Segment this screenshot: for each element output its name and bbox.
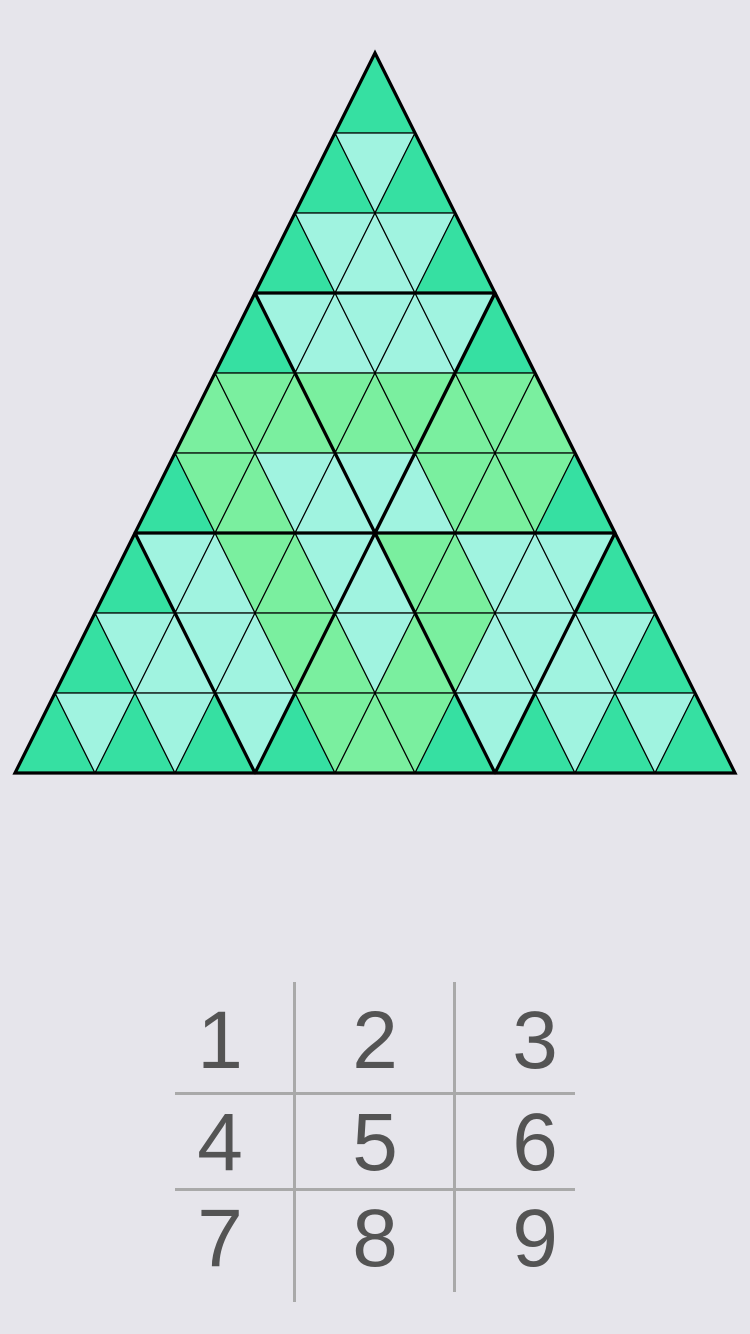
keypad-key-7[interactable]: 7 bbox=[197, 1192, 243, 1284]
region-border bbox=[253, 531, 377, 775]
keypad-key-8[interactable]: 8 bbox=[352, 1192, 398, 1284]
region-border bbox=[373, 531, 497, 775]
number-keypad: 1 2 3 4 5 6 7 8 9 bbox=[175, 982, 575, 1302]
puzzle-board bbox=[12, 49, 738, 775]
board-cell[interactable] bbox=[334, 52, 416, 134]
keypad-divider bbox=[293, 982, 296, 1302]
region-border bbox=[253, 291, 377, 535]
keypad-key-2[interactable]: 2 bbox=[352, 994, 398, 1086]
keypad-divider bbox=[175, 1188, 575, 1191]
cells-layer bbox=[14, 52, 736, 774]
keypad-key-4[interactable]: 4 bbox=[197, 1096, 243, 1188]
keypad-key-6[interactable]: 6 bbox=[512, 1096, 558, 1188]
keypad-divider bbox=[453, 982, 456, 1292]
region-borders bbox=[12, 49, 738, 775]
keypad-key-5[interactable]: 5 bbox=[352, 1096, 398, 1188]
region-border bbox=[493, 531, 617, 775]
keypad-key-1[interactable]: 1 bbox=[197, 994, 243, 1086]
keypad-divider bbox=[175, 1092, 575, 1095]
keypad-key-9[interactable]: 9 bbox=[512, 1192, 558, 1284]
region-border bbox=[373, 291, 497, 535]
keypad-key-3[interactable]: 3 bbox=[512, 994, 558, 1086]
region-border bbox=[133, 531, 257, 775]
board-outline bbox=[12, 49, 738, 775]
